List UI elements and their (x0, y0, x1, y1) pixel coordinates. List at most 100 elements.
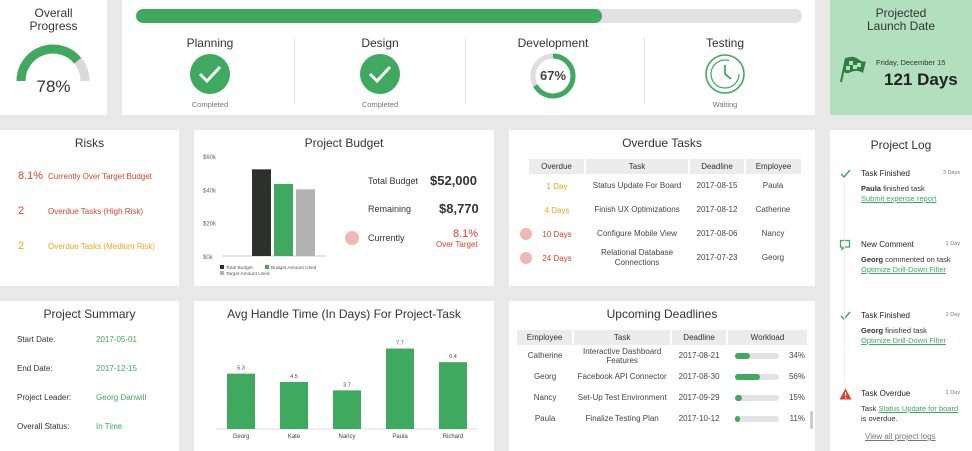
total-budget-value: $52,000 (430, 173, 477, 188)
table-row[interactable]: 24 Days Relational Database Connections 20… (520, 246, 801, 270)
table-row[interactable]: Catherine Interactive Dashboard Features 2… (517, 345, 807, 366)
employee-cell: Georg (761, 253, 785, 262)
x-tick-label: Kate (288, 434, 301, 440)
high-risk-dot (520, 228, 532, 240)
risk-value: 8.1% (18, 170, 44, 182)
legend-swatch (265, 265, 269, 269)
log-body: Georg commented on task Optimize Drill-Do… (861, 255, 965, 275)
phase-design: Design Completed (340, 36, 420, 109)
employee-cell: Paula (534, 414, 556, 423)
risk-item: 2 Overdue Tasks (High Risk) (18, 201, 143, 219)
log-icon-wrap (839, 167, 851, 185)
log-task-link[interactable]: Optimize Drill-Down Filter (861, 336, 947, 345)
x-tick-label: Georg (233, 434, 250, 440)
workload-value: 11% (789, 414, 805, 423)
remaining-value: $8,770 (439, 201, 479, 216)
deadline-cell: 2017-08-21 (678, 351, 720, 360)
log-task-link[interactable]: Optimize Drill-Down Filter (861, 265, 947, 274)
x-tick-label: Paula (392, 434, 408, 440)
launch-date: Friday, December 15 (876, 58, 946, 67)
log-user: Georg (861, 326, 884, 335)
summary-value: 2017-12-15 (96, 364, 137, 373)
handle-time-title: Avg Handle Time (In Days) For Project-Ta… (227, 307, 461, 321)
summary-value: In Time (96, 422, 123, 431)
overdue-value: 1 Day (546, 181, 568, 191)
bar-value-label: 7.7 (396, 341, 404, 347)
currently-value: 8.1% (453, 228, 479, 240)
overdue-tasks-card: Overdue Tasks Overdue Task Deadline Empl… (509, 130, 815, 286)
divider (465, 38, 466, 104)
log-task-link[interactable]: Status Update for board (878, 404, 959, 413)
clock-icon (705, 54, 745, 94)
workload-cell: 15% (727, 387, 807, 408)
table-row[interactable]: Georg Facebook API Connector 2017-08-30 56% (517, 366, 807, 387)
high-risk-dot (520, 252, 532, 264)
table-row[interactable]: 1 Day Status Update For Board 2017-08-15 Pa… (529, 174, 801, 198)
phase-testing: Testing Waiting (685, 36, 765, 109)
phase-status: Completed (191, 100, 229, 109)
view-all-logs-link[interactable]: View all project logs (865, 432, 936, 441)
task-cell: Status Update For Board (592, 181, 682, 190)
workload-value: 56% (788, 372, 805, 381)
log-text: finished task (883, 326, 927, 335)
y-tick-label: $20k (203, 222, 217, 228)
phase-progress-track (136, 9, 802, 23)
overdue-table: Overdue Task Deadline Employee 1 Day Stat… (520, 159, 801, 270)
log-timeline-line (844, 182, 845, 382)
workload-bar-track (734, 373, 779, 380)
launch-title-line2: Launch Date (866, 19, 936, 33)
risk-item: 2 Overdue Tasks (Medium Risk) (18, 236, 155, 254)
phase-name: Testing (705, 36, 745, 50)
check-icon (360, 54, 400, 94)
column-header: Overdue (529, 159, 586, 174)
phase-name: Development (517, 36, 589, 50)
legend-label: Total Budget (226, 265, 253, 271)
deadline-cell: 2017-08-15 (696, 181, 738, 190)
project-summary-card: Project Summary Start Date: 2017-05-01 End… (0, 301, 179, 451)
column-header: Deadline (689, 159, 746, 174)
log-icon-wrap (839, 387, 852, 405)
task-cell: Set-Up Test Environment (577, 393, 667, 402)
employee-cell: Georg (533, 372, 557, 381)
phase-planning: Planning Completed (170, 36, 250, 109)
summary-title: Project Summary (43, 307, 136, 321)
scrollbar[interactable] (810, 411, 813, 429)
workload-bar-fill (734, 394, 742, 401)
x-tick-label: Nancy (338, 434, 355, 440)
budget-status-dot (345, 231, 359, 245)
risk-label: Currently Over Target Budget (48, 172, 152, 181)
log-body: Task Status Update for board is overdue. (861, 404, 965, 424)
handle-time-bar (386, 348, 414, 429)
handle-time-card: Avg Handle Time (In Days) For Project-Ta… (194, 301, 494, 451)
log-user: Paula (861, 184, 882, 193)
risk-label: Overdue Tasks (High Risk) (48, 207, 143, 216)
column-header: Task (573, 330, 673, 345)
overdue-value: 10 Days (542, 229, 572, 239)
table-row[interactable]: 10 Days Configure Mobile View 2017-08-06 Na… (520, 222, 801, 246)
summary-value: 2017-05-01 (96, 335, 137, 344)
table-row[interactable]: Nancy Set-Up Test Environment 2017-09-29 15… (517, 387, 807, 408)
handle-time-bar (280, 382, 308, 429)
overdue-cell: 24 Days (520, 246, 585, 270)
summary-value: Georg Danwill (96, 393, 147, 402)
handle-time-bar (333, 390, 361, 429)
handle-time-bar (227, 373, 255, 429)
column-header: Employee (745, 159, 801, 174)
deadline-cell: 2017-07-23 (696, 253, 738, 262)
y-tick-label: $40k (203, 188, 217, 194)
comment-icon (839, 239, 851, 251)
log-task-link[interactable]: Submit expense report (861, 194, 937, 203)
check-icon (190, 54, 230, 94)
risk-value: 2 (18, 240, 25, 252)
table-row[interactable]: 4 Days Finish UX Optimizations 2017-08-12 C… (529, 198, 801, 222)
overall-progress-value: 78% (36, 77, 71, 96)
handle-time-chart: 5.3 Georg 4.5 Kate 3.7 Nancy 7.7 Paula 6.4 Richar… (216, 341, 476, 440)
phase-name: Design (361, 36, 399, 50)
overall-progress-arc (16, 44, 82, 82)
x-tick-label: Richard (443, 434, 464, 440)
table-row[interactable]: Paula Finalize Testing Plan 2017-10-12 11% (517, 408, 807, 429)
summary-label: End Date: (17, 364, 53, 373)
log-body: Georg finished task Optimize Drill-Down F… (861, 326, 965, 346)
workload-bar-fill (734, 373, 760, 380)
budget-bar (252, 169, 271, 256)
